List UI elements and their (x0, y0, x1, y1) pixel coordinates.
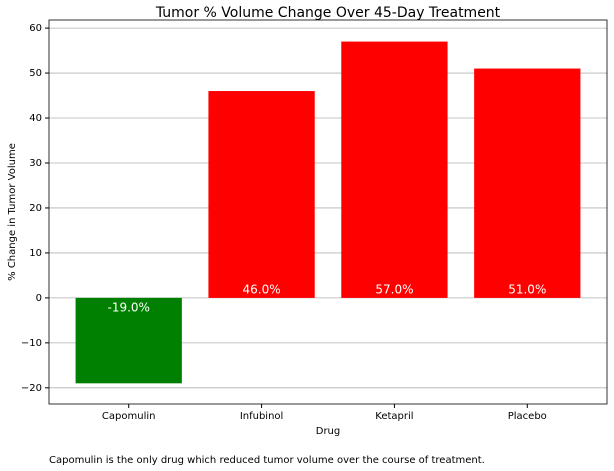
bar (341, 41, 448, 298)
bar (75, 297, 182, 384)
x-tick-label: Infubinol (240, 411, 284, 422)
y-tick-label: 60 (29, 23, 42, 34)
y-tick-label: 0 (36, 293, 42, 304)
chart-title: Tumor % Volume Change Over 45-Day Treatm… (155, 5, 501, 21)
y-tick-label: 30 (29, 158, 42, 169)
value-label: 46.0% (243, 282, 281, 296)
y-axis-label: % Change in Tumor Volume (7, 143, 18, 281)
x-tick-label: Placebo (508, 411, 547, 422)
x-tick-label: Capomulin (102, 411, 156, 422)
footnote: Capomulin is the only drug which reduced… (49, 455, 485, 466)
x-axis-label: Drug (316, 426, 341, 437)
y-tick-label: 40 (29, 113, 42, 124)
value-label: 51.0% (508, 282, 546, 296)
plot-frame (48, 19, 608, 405)
bar (208, 91, 315, 298)
y-tick-label: 20 (29, 203, 42, 214)
y-tick-label: −20 (21, 383, 42, 394)
y-tick-label: 50 (29, 68, 42, 79)
y-tick-label: −10 (21, 338, 42, 349)
value-label: -19.0% (107, 300, 149, 314)
x-tick-label: Ketapril (375, 411, 413, 422)
value-label: 57.0% (375, 282, 413, 296)
bar (474, 68, 581, 298)
y-tick-label: 10 (29, 248, 42, 259)
